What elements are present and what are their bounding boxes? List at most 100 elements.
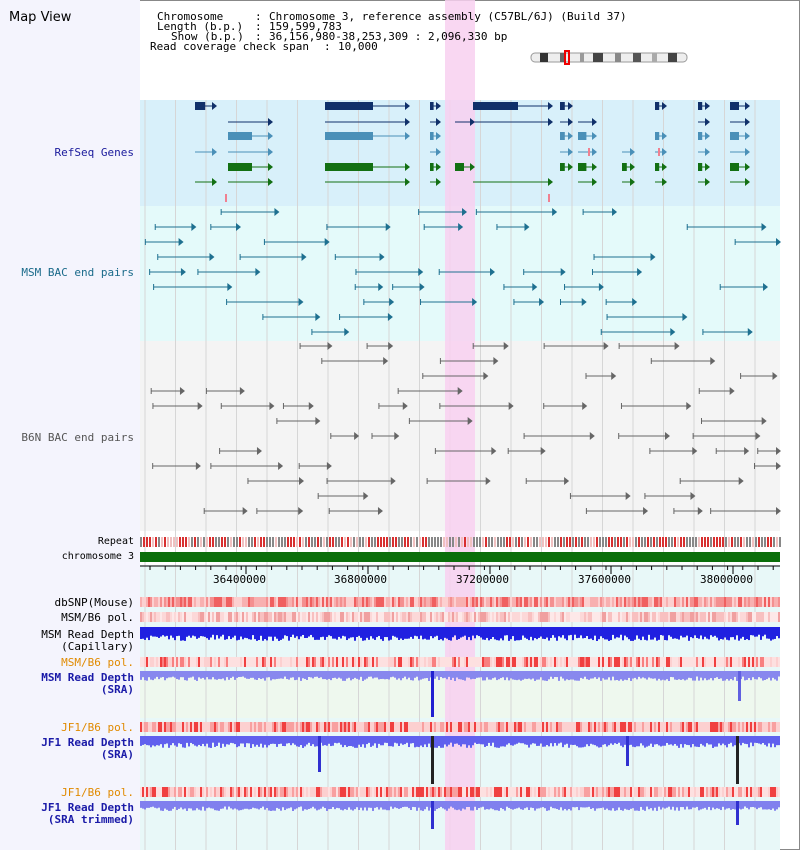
msm-b6-pol-sra-label[interactable]: MSM/B6 pol. xyxy=(61,656,134,669)
msm-depth-sra xyxy=(314,671,316,677)
msm-b6-pol-heat xyxy=(456,612,458,622)
gene-exon xyxy=(730,102,739,110)
msm-depth-capillary xyxy=(410,627,412,637)
b6n-bac-arrow xyxy=(692,447,698,455)
dbsnp-heat xyxy=(216,597,218,607)
jf1-depth-sra xyxy=(266,736,268,748)
msm-depth-capillary xyxy=(568,627,570,636)
jf1-depth-sra xyxy=(522,736,524,744)
msm-b6-pol-heat xyxy=(550,612,552,622)
msm-b6-pol-sra-heat xyxy=(208,657,210,667)
repeat-segment xyxy=(170,537,172,547)
jf1-depth-trimmed-label-1[interactable]: JF1 Read Depth xyxy=(41,801,134,814)
msm-b6-pol-heat xyxy=(526,612,528,622)
jf1-b6-pol-heat xyxy=(330,722,332,732)
msm-depth-sra xyxy=(326,671,328,680)
msm-b6-pol-sra-heat xyxy=(724,657,726,667)
dbsnp-heat xyxy=(226,597,228,607)
jf1-depth-trimmed xyxy=(338,801,340,809)
msm-b6-pol-sra-heat xyxy=(774,657,776,667)
msm-depth-sra xyxy=(372,671,374,679)
dbsnp-heat xyxy=(290,597,292,607)
msm-b6-pol-track-label[interactable]: MSM/B6 pol. xyxy=(61,611,134,624)
dbsnp-heat xyxy=(484,597,486,607)
msm-depth-capillary xyxy=(364,627,366,641)
jf1-depth-trimmed xyxy=(332,801,334,808)
jf1-depth-trimmed xyxy=(362,801,364,811)
jf1-b6-pol-trimmed-heat xyxy=(256,787,258,797)
msm-depth-capillary xyxy=(236,627,238,641)
jf1-b6-pol-trimmed-heat xyxy=(176,787,178,797)
jf1-b6-pol-heat xyxy=(302,722,304,732)
repeat-segment xyxy=(740,537,742,547)
jf1-b6-pol-trimmed-heat xyxy=(518,787,520,797)
jf1-depth-sra xyxy=(350,736,352,747)
b6n-bac-arrow xyxy=(744,447,750,455)
dbsnp-heat xyxy=(744,597,746,607)
jf1-depth-sra xyxy=(542,736,544,747)
dbsnp-track-label[interactable]: dbSNP(Mouse) xyxy=(54,596,134,609)
msm-b6-pol-sra-heat xyxy=(490,657,492,667)
jf1-depth-trimmed xyxy=(374,801,376,808)
jf1-b6-pol-trimmed-heat xyxy=(706,787,708,797)
msm-depth-sra xyxy=(154,671,156,679)
jf1-depth-sra xyxy=(258,736,260,747)
jf1-depth-sra xyxy=(578,736,580,748)
msm-depth-sra xyxy=(384,671,386,680)
jf1-b6-pol-label[interactable]: JF1/B6 pol. xyxy=(61,721,134,734)
msm-depth-sra xyxy=(598,671,600,678)
b6n-bac-track-label[interactable]: B6N BAC end pairs xyxy=(21,431,134,444)
msm-b6-pol-sra-heat xyxy=(666,657,668,667)
jf1-depth-sra xyxy=(268,736,270,746)
msm-b6-pol-sra-heat xyxy=(764,657,766,667)
jf1-b6-pol-trimmed-heat xyxy=(526,787,528,797)
jf1-b6-pol-trimmed-heat xyxy=(172,787,174,797)
jf1-b6-pol-trimmed-heat xyxy=(330,787,332,797)
jf1-depth-sra xyxy=(526,736,528,745)
jf1-b6-pol-heat xyxy=(660,722,662,732)
dbsnp-heat xyxy=(494,597,496,607)
msm-depth-capillary-label-1[interactable]: MSM Read Depth xyxy=(41,628,134,641)
msm-b6-pol-heat xyxy=(690,612,692,622)
jf1-b6-pol-heat xyxy=(696,722,698,732)
jf1-depth-trimmed xyxy=(290,801,292,808)
msm-depth-capillary xyxy=(452,627,454,638)
jf1-depth-sra xyxy=(696,736,698,747)
dbsnp-heat xyxy=(412,597,414,607)
jf1-b6-pol-trimmed-heat xyxy=(154,787,156,797)
jf1-b6-pol-heat xyxy=(174,722,176,732)
msm-b6-pol-heat xyxy=(746,612,748,622)
msm-depth-capillary xyxy=(170,627,172,636)
jf1-b6-pol-trimmed-heat xyxy=(528,787,530,797)
jf1-b6-pol-heat xyxy=(730,722,732,732)
jf1-b6-pol-trimmed-heat xyxy=(628,787,630,797)
msm-depth-sra-label-1[interactable]: MSM Read Depth xyxy=(41,671,134,684)
jf1-b6-pol-trimmed-heat xyxy=(346,787,348,797)
dbsnp-heat xyxy=(200,597,202,607)
msm-depth-capillary xyxy=(762,627,764,637)
jf1-b6-pol-trimmed-heat xyxy=(554,787,556,797)
jf1-depth-trimmed xyxy=(700,801,702,810)
msm-depth-sra xyxy=(376,671,378,678)
msm-bac-track-label[interactable]: MSM BAC end pairs xyxy=(21,266,134,279)
dbsnp-heat xyxy=(180,597,182,607)
msm-depth-sra xyxy=(492,671,494,679)
refseq-track-label[interactable]: RefSeq Genes xyxy=(54,146,134,159)
dbsnp-heat xyxy=(440,597,442,607)
msm-depth-capillary xyxy=(148,627,150,641)
jf1-b6-pol-heat xyxy=(256,722,258,732)
jf1-depth-trimmed xyxy=(426,801,428,807)
msm-depth-sra xyxy=(766,671,768,680)
repeat-segment xyxy=(671,537,673,547)
dbsnp-heat xyxy=(140,597,142,607)
jf1-depth-sra-label-1[interactable]: JF1 Read Depth xyxy=(41,736,134,749)
gene-arrow xyxy=(548,102,553,110)
ideogram-band xyxy=(593,53,603,62)
jf1-b6-pol-trimmed-heat xyxy=(196,787,198,797)
jf1-b6-pol-trimmed-label[interactable]: JF1/B6 pol. xyxy=(61,786,134,799)
msm-depth-sra xyxy=(362,671,364,681)
msm-b6-pol-heat xyxy=(368,612,370,622)
msm-depth-capillary xyxy=(276,627,278,639)
jf1-b6-pol-trimmed-heat xyxy=(198,787,200,797)
